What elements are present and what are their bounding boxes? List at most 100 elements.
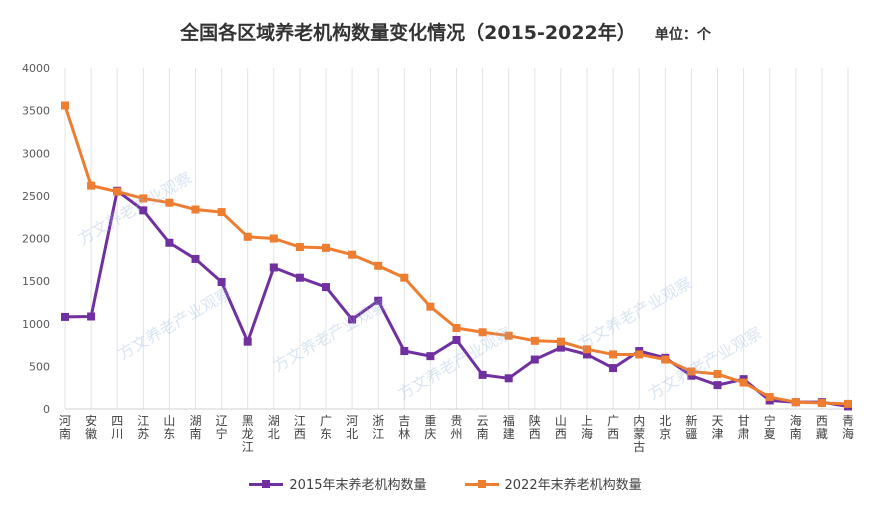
data-point bbox=[322, 243, 330, 252]
data-point bbox=[165, 198, 174, 207]
y-axis: 0 500 1000 1500 2000 2500 3000 3500 4000 bbox=[22, 62, 50, 416]
series-lines bbox=[61, 101, 852, 411]
y-tick-label: 4000 bbox=[22, 62, 50, 75]
data-point bbox=[452, 324, 461, 333]
x-tick-label: 贵州 bbox=[450, 414, 462, 441]
x-tick-label: 甘肃 bbox=[738, 414, 750, 441]
x-tick-label: 河北 bbox=[346, 414, 358, 441]
legend-item-2022: 2022年末养老机构数量 bbox=[464, 474, 642, 493]
data-point bbox=[504, 374, 513, 383]
x-tick-label: 海南 bbox=[790, 413, 802, 441]
x-tick-label: 上海 bbox=[581, 414, 593, 441]
data-point bbox=[504, 331, 513, 340]
x-tick-label: 内蒙古 bbox=[633, 414, 645, 454]
x-tick-label: 江西 bbox=[294, 414, 306, 441]
data-point bbox=[374, 296, 383, 305]
x-tick-label: 河南 bbox=[59, 414, 71, 441]
x-tick-label: 黑龙江 bbox=[242, 414, 254, 454]
data-point bbox=[400, 347, 409, 356]
data-point bbox=[713, 381, 722, 390]
data-point bbox=[295, 273, 304, 282]
data-point bbox=[609, 350, 618, 359]
x-tick-label: 陕西 bbox=[529, 413, 541, 441]
data-point bbox=[739, 378, 748, 387]
series-1 bbox=[61, 101, 852, 408]
data-point bbox=[243, 232, 252, 241]
data-point bbox=[452, 335, 461, 344]
legend-swatch-2015 bbox=[249, 478, 284, 490]
data-point bbox=[426, 352, 435, 361]
x-tick-label: 新疆 bbox=[685, 413, 697, 441]
y-tick-label: 0 bbox=[43, 403, 50, 416]
data-point bbox=[61, 312, 69, 321]
y-tick-label: 3500 bbox=[22, 105, 50, 118]
data-point bbox=[556, 343, 565, 352]
data-point bbox=[113, 187, 122, 196]
legend-swatch-2022 bbox=[464, 478, 499, 490]
data-point bbox=[687, 371, 696, 380]
x-tick-label: 湖南 bbox=[189, 413, 201, 441]
legend-label-2022: 2022年末养老机构数量 bbox=[504, 478, 642, 493]
x-tick-label: 西藏 bbox=[816, 414, 828, 441]
data-point bbox=[426, 302, 435, 311]
data-point bbox=[269, 263, 278, 272]
x-tick-label: 宁夏 bbox=[764, 413, 776, 441]
x-tick-label: 安徽 bbox=[85, 413, 97, 441]
data-point bbox=[139, 206, 148, 215]
data-point bbox=[191, 254, 200, 263]
data-point bbox=[61, 101, 69, 110]
x-tick-label: 吉林 bbox=[398, 414, 410, 441]
legend-label-2015: 2015年末养老机构数量 bbox=[289, 478, 427, 493]
data-point bbox=[844, 399, 852, 408]
data-point bbox=[374, 261, 383, 270]
data-point bbox=[817, 399, 826, 408]
data-point bbox=[556, 337, 565, 346]
y-tick-label: 3000 bbox=[22, 147, 50, 160]
x-tick-label: 广西 bbox=[607, 414, 619, 441]
data-point bbox=[217, 277, 226, 286]
x-tick-label: 四川 bbox=[111, 414, 123, 441]
data-point bbox=[165, 238, 174, 247]
data-point bbox=[348, 315, 357, 324]
data-point bbox=[635, 350, 644, 359]
data-point bbox=[713, 370, 722, 379]
x-tick-label: 江苏 bbox=[137, 414, 149, 441]
data-point bbox=[322, 283, 330, 292]
y-tick-label: 2500 bbox=[22, 190, 50, 203]
x-tick-label: 辽宁 bbox=[216, 414, 228, 441]
data-point bbox=[87, 312, 96, 321]
x-tick-label: 广东 bbox=[320, 414, 332, 441]
x-tick-label: 云南 bbox=[477, 414, 489, 441]
x-tick-label: 北京 bbox=[659, 414, 671, 441]
data-point bbox=[609, 364, 618, 373]
data-point bbox=[478, 370, 487, 379]
x-tick-label: 湖北 bbox=[268, 413, 280, 441]
chart-title-row: 全国各区域养老机构数量变化情况（2015-2022年） 单位：个 bbox=[0, 18, 891, 45]
y-tick-label: 500 bbox=[29, 360, 50, 373]
legend-item-2015: 2015年末养老机构数量 bbox=[249, 474, 427, 493]
data-point bbox=[295, 243, 304, 252]
data-point bbox=[191, 205, 200, 214]
y-tick-label: 1000 bbox=[22, 318, 50, 331]
data-point bbox=[791, 398, 800, 407]
x-tick-label: 浙江 bbox=[372, 414, 384, 441]
x-tick-label: 山西 bbox=[555, 414, 567, 441]
data-point bbox=[687, 367, 696, 376]
x-tick-label: 天津 bbox=[711, 414, 723, 441]
x-tick-label: 福建 bbox=[503, 413, 515, 441]
data-point bbox=[478, 328, 487, 337]
data-point bbox=[530, 336, 539, 345]
data-point bbox=[348, 250, 357, 259]
data-point bbox=[661, 355, 670, 364]
x-tick-label: 山东 bbox=[163, 414, 175, 441]
data-point bbox=[243, 337, 252, 346]
x-tick-label: 重庆 bbox=[424, 414, 436, 441]
data-point bbox=[765, 393, 774, 402]
legend: 2015年末养老机构数量 2022年末养老机构数量 bbox=[0, 474, 891, 493]
y-tick-label: 2000 bbox=[22, 233, 50, 246]
data-point bbox=[139, 194, 148, 203]
data-point bbox=[530, 355, 539, 364]
data-point bbox=[583, 350, 591, 359]
